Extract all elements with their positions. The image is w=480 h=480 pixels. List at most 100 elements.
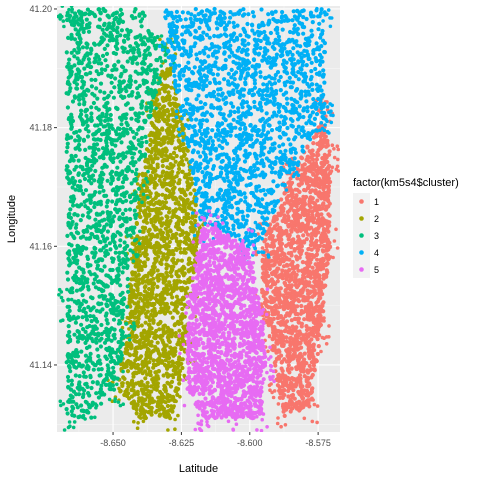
- point-cluster-1: [298, 248, 303, 253]
- point-cluster-3: [143, 134, 148, 139]
- point-cluster-3: [120, 180, 126, 185]
- point-cluster-1: [324, 234, 329, 239]
- point-cluster-1: [321, 182, 327, 187]
- point-cluster-3: [105, 95, 110, 100]
- point-cluster-2: [143, 159, 148, 164]
- point-cluster-3: [135, 43, 141, 48]
- point-cluster-2: [160, 206, 165, 211]
- point-cluster-3: [77, 102, 82, 107]
- point-cluster-2: [184, 236, 189, 241]
- point-cluster-1: [267, 323, 271, 328]
- point-cluster-3: [66, 297, 71, 302]
- point-cluster-2: [136, 421, 140, 425]
- point-cluster-3: [106, 23, 111, 29]
- point-cluster-3: [85, 325, 90, 330]
- point-cluster-2: [153, 370, 158, 375]
- point-cluster-1: [298, 242, 303, 247]
- point-cluster-2: [149, 312, 154, 317]
- point-cluster-2: [179, 317, 184, 322]
- point-cluster-1: [309, 367, 314, 372]
- point-cluster-3: [70, 413, 75, 418]
- point-cluster-3: [98, 361, 103, 366]
- point-cluster-2: [144, 216, 149, 221]
- point-cluster-1: [311, 254, 317, 259]
- point-cluster-3: [81, 298, 86, 303]
- point-cluster-2: [160, 333, 165, 338]
- point-cluster-3: [122, 46, 127, 51]
- point-cluster-1: [280, 368, 285, 374]
- point-cluster-2: [188, 225, 193, 230]
- point-cluster-3: [119, 71, 124, 77]
- point-cluster-1: [269, 318, 274, 323]
- point-cluster-3: [75, 184, 80, 189]
- point-cluster-2: [161, 221, 166, 226]
- point-cluster-3: [96, 395, 101, 400]
- point-cluster-1: [310, 182, 315, 187]
- point-cluster-3: [106, 215, 111, 220]
- point-cluster-2: [170, 138, 175, 143]
- point-cluster-3: [97, 17, 102, 22]
- point-cluster-3: [97, 127, 102, 132]
- point-cluster-1: [300, 396, 305, 401]
- point-cluster-3: [110, 26, 115, 31]
- point-cluster-1: [287, 283, 292, 288]
- point-cluster-2: [148, 173, 153, 178]
- point-cluster-2: [171, 264, 176, 269]
- point-cluster-1: [295, 332, 300, 337]
- point-cluster-3: [136, 186, 142, 191]
- point-cluster-3: [101, 188, 106, 193]
- point-cluster-3: [107, 211, 112, 216]
- point-cluster-2: [162, 383, 167, 388]
- point-cluster-2: [147, 301, 152, 306]
- point-cluster-1: [277, 261, 282, 266]
- point-cluster-1: [326, 229, 331, 234]
- point-cluster-3: [101, 37, 106, 42]
- point-cluster-3: [73, 153, 78, 159]
- point-cluster-1: [274, 288, 279, 293]
- point-cluster-1: [296, 189, 301, 193]
- point-cluster-3: [70, 99, 76, 104]
- point-cluster-3: [114, 245, 119, 250]
- point-cluster-2: [143, 284, 148, 289]
- point-cluster-1: [310, 212, 315, 217]
- point-cluster-3: [76, 158, 81, 163]
- point-cluster-2: [162, 119, 167, 124]
- point-cluster-3: [67, 263, 72, 268]
- point-cluster-1: [310, 265, 315, 270]
- point-cluster-2: [170, 169, 175, 174]
- point-cluster-3: [78, 164, 83, 169]
- point-cluster-1: [300, 167, 305, 172]
- point-cluster-3: [87, 344, 92, 349]
- point-cluster-3: [77, 47, 82, 52]
- point-cluster-2: [169, 379, 175, 384]
- point-cluster-1: [302, 317, 307, 322]
- point-cluster-1: [311, 171, 316, 176]
- point-cluster-3: [103, 58, 108, 63]
- point-cluster-3: [143, 118, 148, 123]
- point-cluster-3: [65, 141, 70, 146]
- point-cluster-3: [64, 50, 69, 55]
- point-cluster-3: [80, 85, 85, 90]
- point-cluster-2: [170, 295, 175, 300]
- point-cluster-1: [295, 304, 300, 309]
- point-cluster-2: [151, 269, 156, 275]
- point-cluster-2: [173, 159, 178, 164]
- point-cluster-2: [178, 279, 183, 284]
- point-cluster-1: [327, 149, 332, 154]
- point-cluster-1: [315, 150, 320, 155]
- point-cluster-1: [324, 245, 329, 250]
- point-cluster-2: [167, 339, 172, 345]
- point-cluster-1: [261, 290, 266, 295]
- point-cluster-1: [320, 335, 325, 340]
- point-cluster-1: [318, 295, 323, 301]
- point-cluster-2: [158, 397, 163, 402]
- point-cluster-2: [139, 323, 144, 328]
- point-cluster-1: [286, 325, 292, 330]
- point-cluster-3: [107, 125, 112, 130]
- point-cluster-3: [106, 273, 111, 278]
- point-cluster-3: [121, 216, 126, 221]
- point-cluster-1: [261, 266, 266, 271]
- point-cluster-1: [335, 144, 340, 148]
- point-cluster-1: [284, 196, 289, 201]
- point-cluster-1: [293, 311, 298, 317]
